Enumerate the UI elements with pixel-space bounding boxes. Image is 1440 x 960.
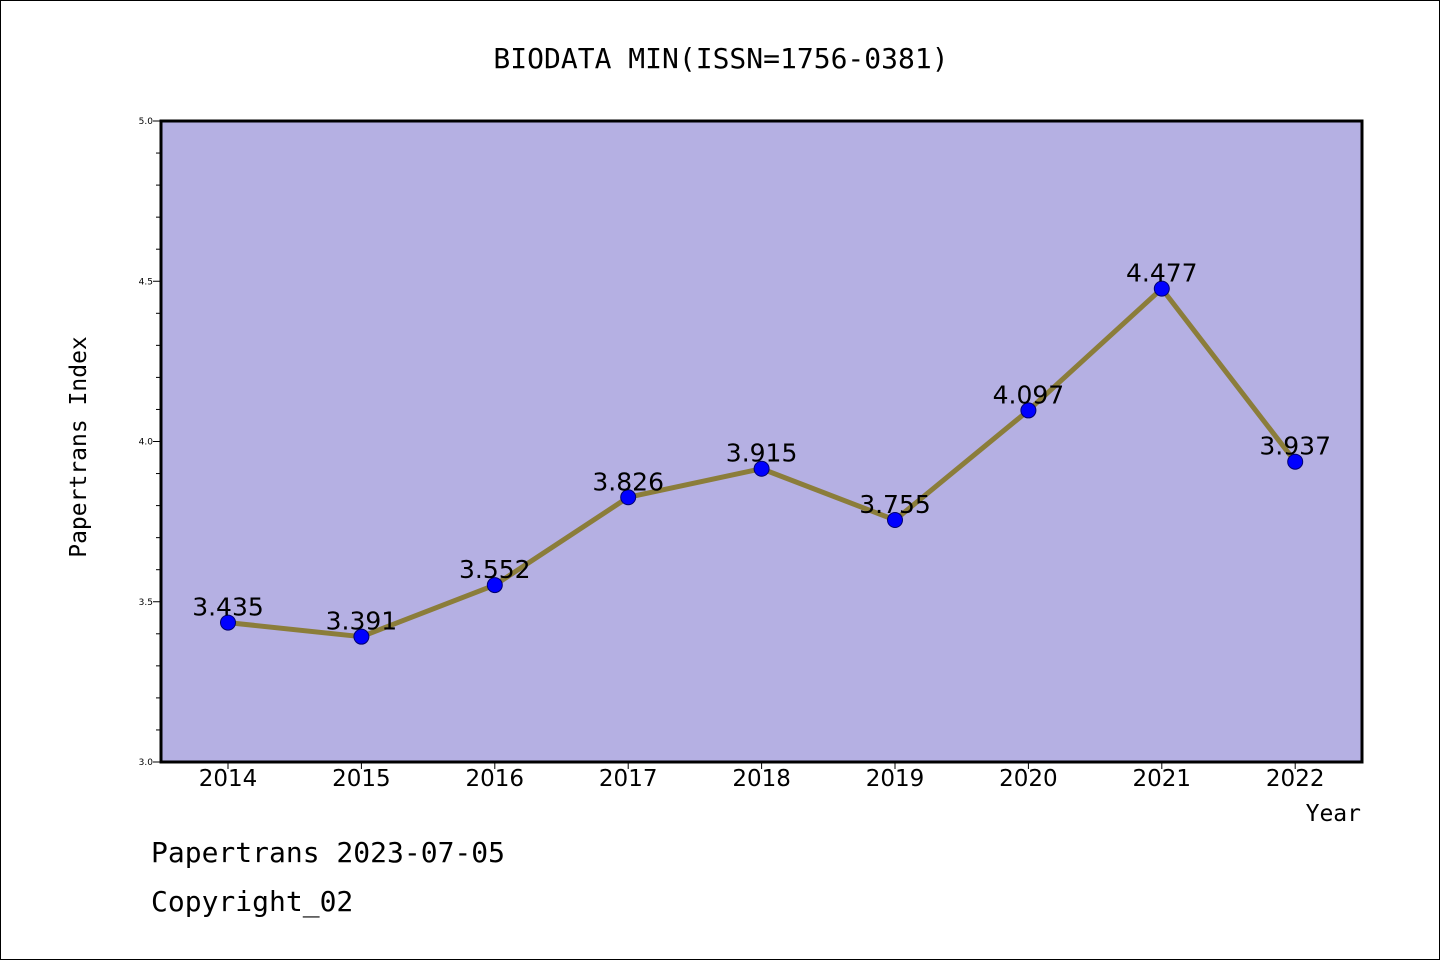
data-point-marker	[753, 460, 770, 477]
data-label: 3.937	[1259, 432, 1331, 461]
data-point-marker	[620, 489, 637, 506]
data-label: 3.915	[726, 439, 798, 468]
data-label: 3.552	[459, 555, 531, 584]
data-label: 3.826	[592, 467, 664, 496]
y-tick-label: 5.0	[139, 117, 154, 127]
x-tick-label: 2015	[332, 766, 391, 792]
x-tick-label: 2022	[1266, 766, 1325, 792]
data-label: 4.477	[1126, 259, 1198, 288]
x-tick-label: 2018	[732, 766, 791, 792]
footer-date: Papertrans 2023-07-05	[151, 836, 506, 869]
y-axis-label: Papertrans Index	[66, 336, 92, 558]
y-tick-label: 3.0	[139, 758, 154, 768]
y-tick-label: 4.0	[139, 438, 154, 448]
data-point-marker	[1020, 402, 1037, 419]
y-tick-label: 3.5	[139, 598, 153, 608]
plot-area	[159, 119, 1364, 764]
x-tick-label: 2017	[599, 766, 658, 792]
data-point-marker	[1153, 280, 1170, 297]
chart-title: BIODATA MIN(ISSN=1756-0381)	[493, 42, 948, 75]
data-point-marker	[353, 628, 370, 645]
data-point-marker	[220, 614, 236, 631]
x-axis-label: Year	[1306, 801, 1361, 827]
data-label: 3.435	[192, 593, 264, 622]
data-point-marker	[486, 577, 503, 594]
data-point-marker	[887, 512, 903, 529]
y-tick-label: 4.5	[139, 277, 153, 287]
x-tick-label: 2014	[199, 766, 258, 792]
x-tick-label: 2019	[866, 766, 925, 792]
x-tick-label: 2020	[999, 766, 1058, 792]
x-tick-label: 2021	[1133, 766, 1192, 792]
data-label: 4.097	[993, 380, 1065, 409]
data-point-marker	[1287, 453, 1304, 470]
data-label: 3.391	[326, 607, 398, 636]
data-label: 3.755	[859, 490, 931, 519]
x-tick-label: 2016	[466, 766, 525, 792]
footer-copyright: Copyright_02	[151, 885, 354, 918]
